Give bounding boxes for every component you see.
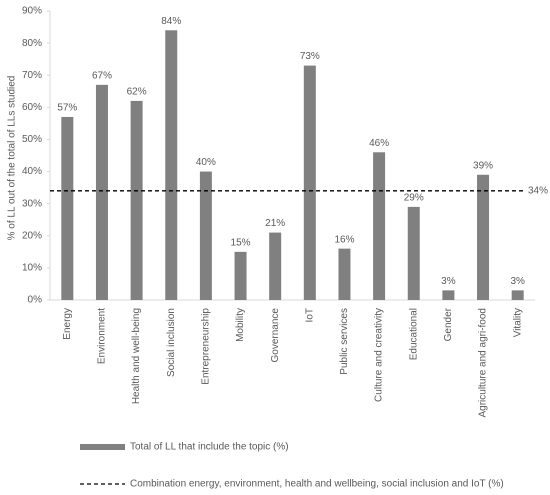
bar [269,232,282,300]
value-label: 46% [369,138,389,149]
bar [165,30,178,301]
y-tick-label: 30% [22,198,42,209]
value-label: 73% [300,51,320,62]
value-label: 3% [441,276,456,287]
value-label: 67% [92,70,112,81]
bar [407,206,420,300]
value-label: 62% [127,87,147,98]
bar [199,171,212,300]
bar [477,174,490,300]
value-label: 29% [404,193,424,204]
legend-label: Combination energy, environment, health … [130,479,504,490]
x-tick-label: Vitality [512,308,523,337]
bar [338,248,351,300]
y-axis-title: % of LL out of the total of LLs studied [7,76,18,241]
x-tick-label: Agriculture and agri-food [478,308,489,418]
value-label: 15% [231,237,251,248]
bar [373,152,386,300]
x-tick-label: Health and well-being [131,308,142,404]
x-tick-label: Governance [270,308,281,363]
x-tick-label: Entrepreneurship [201,308,212,385]
bar [61,116,74,300]
x-tick-label: Educational [408,308,419,360]
bar [511,290,524,300]
bar [303,65,316,300]
x-tick-label: Social inclusion [166,308,177,377]
x-tick-label: Gender [443,307,454,341]
y-tick-label: 10% [22,263,42,274]
x-tick-label: Public services [339,308,350,375]
bar [95,84,108,300]
legend-swatch [80,444,125,450]
y-tick-label: 40% [22,166,42,177]
value-label: 39% [473,160,493,171]
value-label: 16% [334,234,354,245]
x-tick-label: Environment [97,308,108,364]
legend-label: Total of LL that include the topic (%) [130,442,289,453]
x-tick-label: IoT [304,308,315,322]
bar [130,100,143,301]
y-tick-label: 70% [22,70,42,81]
y-tick-label: 90% [22,6,42,17]
y-tick-label: 0% [28,295,43,306]
y-tick-label: 20% [22,230,42,241]
x-tick-label: Culture and creativity [374,308,385,402]
y-tick-label: 80% [22,38,42,49]
reference-label: 34% [528,185,548,196]
bar [234,251,247,300]
value-label: 84% [161,16,181,27]
x-tick-label: Mobility [235,308,246,342]
value-label: 21% [265,218,285,229]
bar [442,290,455,300]
x-tick-label: Energy [62,308,73,340]
y-tick-label: 50% [22,134,42,145]
y-tick-label: 60% [22,102,42,113]
value-label: 3% [510,276,525,287]
value-label: 57% [57,103,77,114]
value-label: 40% [196,157,216,168]
